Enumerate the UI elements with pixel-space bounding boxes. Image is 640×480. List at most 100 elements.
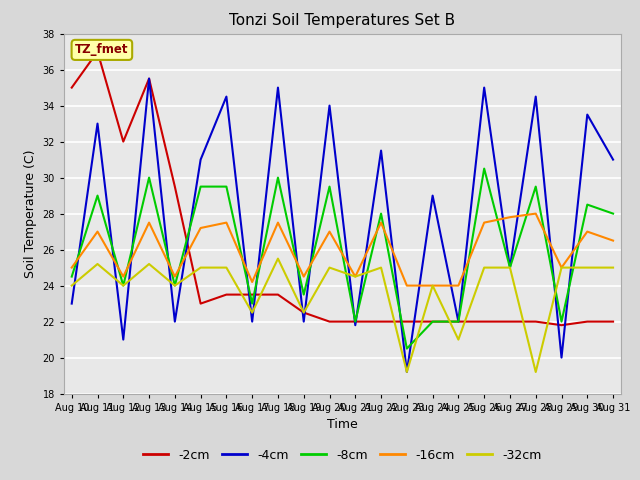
-16cm: [377, 220, 385, 226]
-16cm: [68, 264, 76, 270]
-8cm: [403, 346, 411, 351]
-2cm: [557, 322, 565, 328]
-32cm: [326, 264, 333, 270]
-2cm: [609, 319, 617, 324]
-32cm: [557, 264, 565, 270]
-8cm: [223, 184, 230, 190]
-4cm: [454, 319, 462, 324]
-4cm: [93, 120, 101, 126]
-32cm: [274, 256, 282, 262]
-2cm: [274, 292, 282, 298]
-8cm: [120, 283, 127, 288]
-4cm: [584, 112, 591, 118]
-8cm: [481, 166, 488, 171]
-4cm: [223, 94, 230, 99]
-16cm: [145, 220, 153, 226]
-16cm: [171, 274, 179, 279]
-32cm: [145, 261, 153, 267]
-16cm: [532, 211, 540, 216]
-2cm: [506, 319, 514, 324]
Title: Tonzi Soil Temperatures Set B: Tonzi Soil Temperatures Set B: [229, 13, 456, 28]
-2cm: [93, 48, 101, 54]
-8cm: [326, 184, 333, 190]
-2cm: [196, 300, 204, 306]
-2cm: [454, 319, 462, 324]
-32cm: [377, 264, 385, 270]
-16cm: [351, 274, 359, 279]
-8cm: [274, 175, 282, 180]
-16cm: [609, 238, 617, 243]
-4cm: [274, 84, 282, 90]
-32cm: [300, 310, 308, 315]
-16cm: [248, 279, 256, 285]
-8cm: [506, 264, 514, 270]
-4cm: [532, 94, 540, 99]
-32cm: [120, 283, 127, 288]
-32cm: [68, 283, 76, 288]
-8cm: [248, 300, 256, 306]
-4cm: [68, 300, 76, 306]
-2cm: [584, 319, 591, 324]
-2cm: [532, 319, 540, 324]
-4cm: [429, 192, 436, 199]
-4cm: [609, 156, 617, 162]
-32cm: [454, 336, 462, 342]
-16cm: [274, 220, 282, 226]
Line: -16cm: -16cm: [72, 214, 613, 286]
-8cm: [584, 202, 591, 207]
-8cm: [609, 211, 617, 216]
-32cm: [196, 264, 204, 270]
-2cm: [68, 84, 76, 90]
-8cm: [429, 319, 436, 324]
-32cm: [93, 261, 101, 267]
-8cm: [196, 184, 204, 190]
Line: -2cm: -2cm: [72, 51, 613, 325]
-4cm: [196, 156, 204, 162]
-16cm: [454, 283, 462, 288]
-16cm: [120, 274, 127, 279]
Line: -4cm: -4cm: [72, 79, 613, 372]
-4cm: [120, 336, 127, 342]
Legend: -2cm, -4cm, -8cm, -16cm, -32cm: -2cm, -4cm, -8cm, -16cm, -32cm: [138, 444, 547, 467]
-4cm: [351, 322, 359, 328]
-32cm: [506, 264, 514, 270]
-4cm: [326, 103, 333, 108]
-4cm: [171, 319, 179, 324]
-2cm: [429, 319, 436, 324]
-2cm: [300, 310, 308, 315]
-4cm: [557, 355, 565, 360]
-8cm: [557, 319, 565, 324]
-4cm: [377, 148, 385, 154]
-32cm: [403, 369, 411, 375]
-16cm: [93, 228, 101, 234]
-16cm: [326, 228, 333, 234]
-2cm: [481, 319, 488, 324]
-16cm: [403, 283, 411, 288]
-8cm: [68, 274, 76, 279]
Line: -8cm: -8cm: [72, 168, 613, 348]
-32cm: [481, 264, 488, 270]
-4cm: [300, 319, 308, 324]
-32cm: [429, 283, 436, 288]
Line: -32cm: -32cm: [72, 259, 613, 372]
Text: TZ_fmet: TZ_fmet: [75, 43, 129, 56]
-16cm: [196, 225, 204, 231]
-16cm: [481, 220, 488, 226]
-16cm: [557, 264, 565, 270]
-2cm: [120, 139, 127, 144]
-8cm: [145, 175, 153, 180]
-16cm: [300, 274, 308, 279]
-2cm: [377, 319, 385, 324]
-2cm: [351, 319, 359, 324]
-32cm: [248, 310, 256, 315]
-32cm: [584, 264, 591, 270]
-32cm: [609, 264, 617, 270]
-2cm: [403, 319, 411, 324]
-8cm: [532, 184, 540, 190]
-4cm: [506, 264, 514, 270]
-8cm: [171, 283, 179, 288]
-16cm: [223, 220, 230, 226]
-16cm: [584, 228, 591, 234]
-2cm: [223, 292, 230, 298]
-8cm: [351, 319, 359, 324]
